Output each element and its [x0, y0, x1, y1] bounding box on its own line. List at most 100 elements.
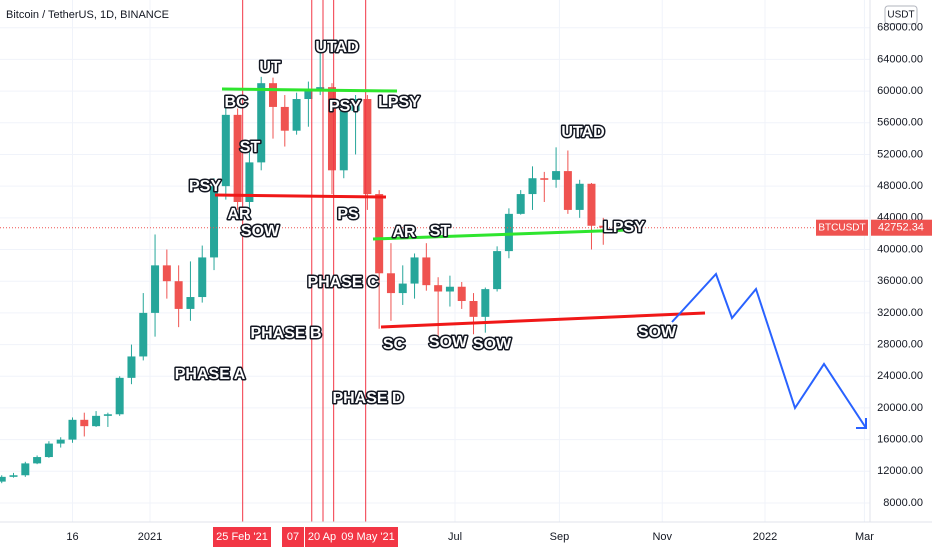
y-tick-label: 28000.00 — [877, 338, 923, 350]
candle-body — [493, 251, 502, 290]
candle-body — [21, 463, 30, 476]
y-tick-label: 64000.00 — [877, 53, 923, 65]
wyckoff-label: BC — [224, 94, 248, 111]
y-tick-label: 32000.00 — [877, 307, 923, 319]
date-label: 07 — [287, 531, 299, 543]
date-tag — [282, 527, 304, 547]
candle-body — [363, 99, 372, 195]
date-label: 20 Ap — [308, 531, 336, 543]
candle-body — [563, 171, 572, 210]
candle-body — [115, 377, 124, 415]
candle-body — [422, 257, 431, 286]
candle-body — [103, 414, 112, 416]
wyckoff-label: PSY — [329, 98, 361, 115]
candle-body — [269, 83, 278, 107]
candle-body — [351, 99, 360, 111]
date-label: 25 Feb '21 — [216, 531, 268, 543]
wyckoff-label: SOW — [638, 324, 677, 341]
candle-body — [528, 178, 537, 195]
candle-body — [386, 273, 395, 294]
candle-body — [540, 178, 549, 180]
currency-box[interactable] — [884, 5, 918, 25]
price-label: 42752.34 — [878, 222, 924, 234]
y-tick-label: 16000.00 — [877, 434, 923, 446]
date-tag — [305, 527, 339, 547]
wyckoff-label: ST — [240, 139, 261, 156]
candle-body — [410, 257, 419, 284]
candle-body — [151, 265, 160, 313]
wyckoff-label: UTAD — [561, 124, 604, 141]
candle-body — [434, 285, 443, 292]
candle-body — [56, 439, 65, 444]
wyckoff-label: PSY — [189, 178, 221, 195]
candle-body — [198, 257, 207, 298]
candle-body — [245, 162, 254, 202]
candle-body — [516, 194, 525, 214]
candle-body — [210, 186, 219, 258]
candle-body — [127, 356, 136, 378]
candle-body — [375, 194, 384, 274]
y-tick-label: 12000.00 — [877, 465, 923, 477]
candle-body — [9, 475, 18, 477]
y-tick-label: 40000.00 — [877, 243, 923, 255]
candle-body — [552, 171, 561, 180]
wyckoff-label: SOW — [473, 336, 512, 353]
wyckoff-label: ST — [430, 223, 451, 240]
candle-body — [44, 443, 53, 458]
candle-body — [92, 415, 101, 427]
wyckoff-label: PHASE B — [250, 325, 321, 342]
y-tick-label: 60000.00 — [877, 85, 923, 97]
date-tag — [213, 527, 271, 547]
candle-body — [80, 419, 89, 427]
candle-body — [68, 419, 77, 440]
wyckoff-label: SOW — [241, 223, 280, 240]
x-tick-label: 2021 — [138, 531, 162, 543]
y-tick-label: 8000.00 — [883, 497, 923, 509]
candle-body — [233, 114, 242, 202]
forecast-arrow — [856, 418, 867, 429]
forecast-path — [671, 272, 867, 429]
trend-line — [380, 311, 706, 329]
symbol-label: BTCUSDT — [818, 222, 865, 233]
candle-body — [221, 114, 230, 187]
y-tick-label: 24000.00 — [877, 370, 923, 382]
candle-body — [174, 281, 183, 309]
candle-body — [292, 99, 301, 131]
candle-body — [33, 457, 42, 464]
candle-body — [587, 183, 596, 226]
candle-body — [481, 289, 490, 317]
symbol-tag — [816, 219, 868, 236]
wyckoff-label: UTAD — [315, 39, 358, 56]
y-tick-label: 52000.00 — [877, 148, 923, 160]
wyckoff-label: PHASE D — [332, 390, 403, 407]
x-tick-label: Sep — [550, 531, 570, 543]
wyckoff-label: PHASE C — [307, 274, 379, 291]
x-tick-label: Mar — [855, 531, 874, 543]
candle-body — [398, 283, 407, 294]
x-tick-label: 16 — [66, 531, 78, 543]
candle-body — [504, 213, 513, 252]
wyckoff-label: PHASE A — [175, 366, 246, 383]
y-tick-label: 36000.00 — [877, 275, 923, 287]
wyckoff-label: AR — [227, 206, 251, 223]
candle-body — [186, 297, 195, 309]
chart-title: Bitcoin / TetherUS, 1D, BINANCE — [6, 9, 169, 21]
candle-body — [469, 301, 478, 317]
x-tick-label: Jul — [448, 531, 462, 543]
y-tick-label: 48000.00 — [877, 180, 923, 192]
wyckoff-label: SOW — [429, 334, 468, 351]
price-tag — [871, 219, 932, 236]
candle-body — [162, 265, 171, 282]
trend-line — [221, 87, 398, 93]
candle-body — [445, 286, 454, 292]
candle-body — [280, 106, 289, 131]
candle-body — [575, 183, 584, 210]
wyckoff-label: PS — [337, 206, 359, 223]
trend-line — [214, 193, 387, 199]
candle-body — [457, 286, 466, 302]
candle-body — [139, 312, 148, 357]
candle-body — [0, 476, 6, 482]
y-tick-label: 68000.00 — [877, 22, 923, 34]
